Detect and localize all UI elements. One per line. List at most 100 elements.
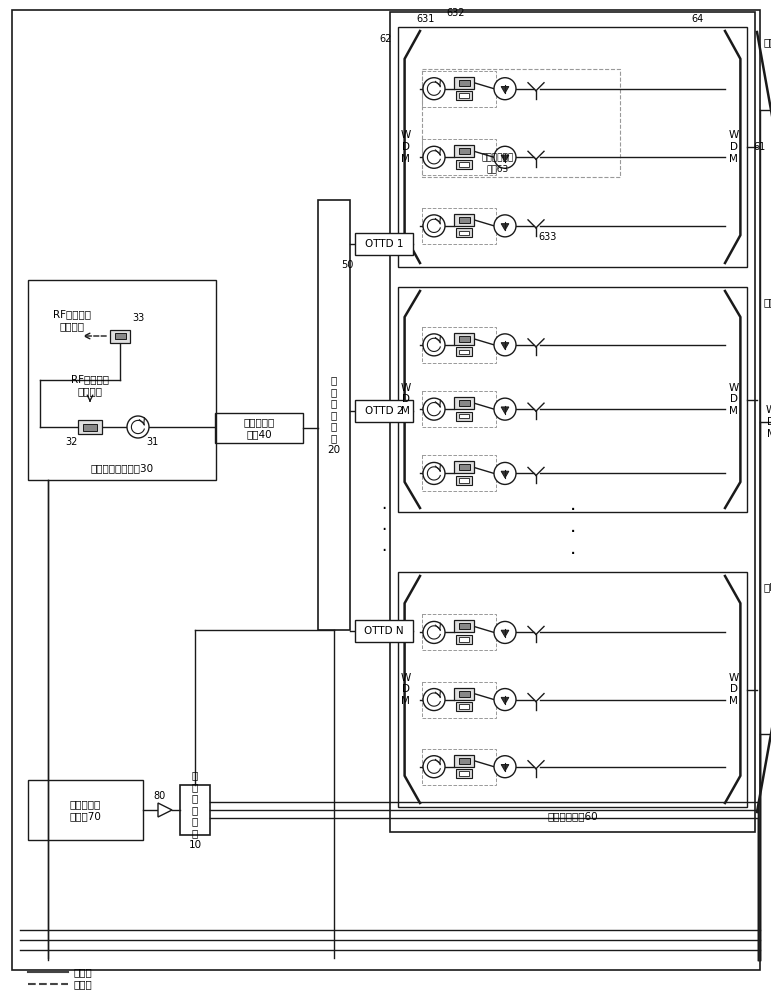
Text: 631: 631 bbox=[417, 14, 435, 24]
Bar bbox=[456, 412, 472, 421]
Text: 80: 80 bbox=[153, 791, 165, 801]
Bar bbox=[459, 623, 470, 629]
Polygon shape bbox=[501, 155, 509, 162]
Circle shape bbox=[494, 689, 516, 711]
Text: 第N列天线单元: 第N列天线单元 bbox=[763, 582, 771, 592]
Bar bbox=[422, 749, 496, 785]
Bar bbox=[454, 145, 474, 157]
Bar bbox=[456, 702, 472, 711]
Bar bbox=[355, 233, 413, 255]
Circle shape bbox=[494, 756, 516, 778]
Polygon shape bbox=[501, 224, 509, 230]
Bar bbox=[422, 69, 620, 177]
Polygon shape bbox=[501, 630, 509, 637]
Text: 64: 64 bbox=[691, 14, 703, 24]
Text: W
D
M: W D M bbox=[729, 383, 739, 416]
Bar bbox=[456, 228, 472, 237]
Bar bbox=[398, 287, 747, 512]
Circle shape bbox=[423, 398, 445, 420]
Bar bbox=[460, 771, 469, 776]
Polygon shape bbox=[501, 87, 509, 93]
Text: 第二列天线单元: 第二列天线单元 bbox=[763, 297, 771, 307]
Circle shape bbox=[423, 462, 445, 484]
Bar bbox=[422, 455, 496, 491]
Bar bbox=[28, 280, 216, 480]
Bar bbox=[460, 478, 469, 483]
Bar bbox=[422, 682, 496, 718]
Bar bbox=[454, 688, 474, 700]
Circle shape bbox=[127, 416, 149, 438]
Bar bbox=[422, 139, 496, 175]
Bar bbox=[460, 704, 469, 709]
Text: 调制解调阵列60: 调制解调阵列60 bbox=[547, 811, 598, 821]
Bar bbox=[459, 464, 470, 470]
Bar bbox=[422, 614, 496, 650]
Text: 62: 62 bbox=[380, 34, 392, 44]
Bar bbox=[459, 758, 470, 764]
Circle shape bbox=[423, 78, 445, 100]
Circle shape bbox=[423, 215, 445, 237]
Bar bbox=[460, 350, 469, 354]
Bar bbox=[454, 755, 474, 767]
Bar bbox=[459, 336, 470, 342]
Bar bbox=[456, 347, 472, 356]
Bar bbox=[28, 780, 143, 840]
Bar bbox=[454, 620, 474, 632]
Text: ·
·
·: · · · bbox=[569, 500, 576, 564]
Bar bbox=[454, 214, 474, 226]
Bar bbox=[454, 461, 474, 473]
Bar bbox=[459, 217, 470, 223]
Text: W
D
M: W D M bbox=[729, 673, 739, 706]
Bar bbox=[459, 148, 470, 154]
Polygon shape bbox=[158, 803, 172, 817]
Circle shape bbox=[423, 689, 445, 711]
Text: 50: 50 bbox=[341, 260, 353, 270]
Text: 光信号: 光信号 bbox=[73, 967, 92, 977]
Text: RF射频信号
（接收）: RF射频信号 （接收） bbox=[53, 309, 91, 331]
Bar bbox=[115, 333, 126, 339]
Circle shape bbox=[423, 146, 445, 168]
Bar bbox=[422, 208, 496, 244]
Text: 32: 32 bbox=[66, 437, 78, 447]
Bar bbox=[456, 160, 472, 169]
Bar bbox=[355, 620, 413, 642]
Text: 第
一
光
功
分
器
10: 第 一 光 功 分 器 10 bbox=[188, 770, 201, 850]
Bar bbox=[422, 327, 496, 363]
Text: W
D
M: W D M bbox=[401, 673, 411, 706]
Circle shape bbox=[494, 215, 516, 237]
Bar bbox=[456, 476, 472, 485]
Text: W
D
M: W D M bbox=[729, 130, 739, 164]
Polygon shape bbox=[501, 765, 509, 771]
Bar bbox=[398, 27, 747, 267]
Text: OTTD 2: OTTD 2 bbox=[365, 406, 403, 416]
Text: 电信号: 电信号 bbox=[73, 979, 92, 989]
Bar bbox=[422, 391, 496, 427]
Text: W
D
M: W D M bbox=[401, 130, 411, 164]
Text: OTTD N: OTTD N bbox=[364, 626, 404, 636]
Text: 第一调制解调模块30: 第一调制解调模块30 bbox=[90, 463, 153, 473]
Text: 31: 31 bbox=[146, 437, 158, 447]
Bar bbox=[460, 637, 469, 642]
Bar bbox=[83, 424, 96, 430]
Bar bbox=[460, 93, 469, 98]
Text: W
D
M: W D M bbox=[766, 405, 771, 439]
Text: OTTD 1: OTTD 1 bbox=[365, 239, 403, 249]
Text: 第
二
光
功
分
器
20: 第 二 光 功 分 器 20 bbox=[328, 375, 341, 455]
Text: 33: 33 bbox=[132, 313, 144, 323]
Text: 第二调制解调
模块63: 第二调制解调 模块63 bbox=[481, 154, 513, 173]
Text: 多波长阵列
激光器70: 多波长阵列 激光器70 bbox=[69, 799, 102, 821]
Circle shape bbox=[494, 462, 516, 484]
Bar bbox=[459, 691, 470, 697]
Bar bbox=[454, 333, 474, 345]
Bar bbox=[318, 200, 350, 630]
Bar bbox=[355, 400, 413, 422]
Text: 第一列天线单元: 第一列天线单元 bbox=[763, 37, 771, 47]
Bar bbox=[459, 80, 470, 86]
Polygon shape bbox=[501, 697, 509, 704]
Text: ·
·
·: · · · bbox=[382, 500, 386, 560]
Circle shape bbox=[423, 334, 445, 356]
Bar bbox=[215, 413, 303, 443]
Circle shape bbox=[494, 334, 516, 356]
Bar bbox=[460, 231, 469, 235]
Bar bbox=[460, 414, 469, 418]
